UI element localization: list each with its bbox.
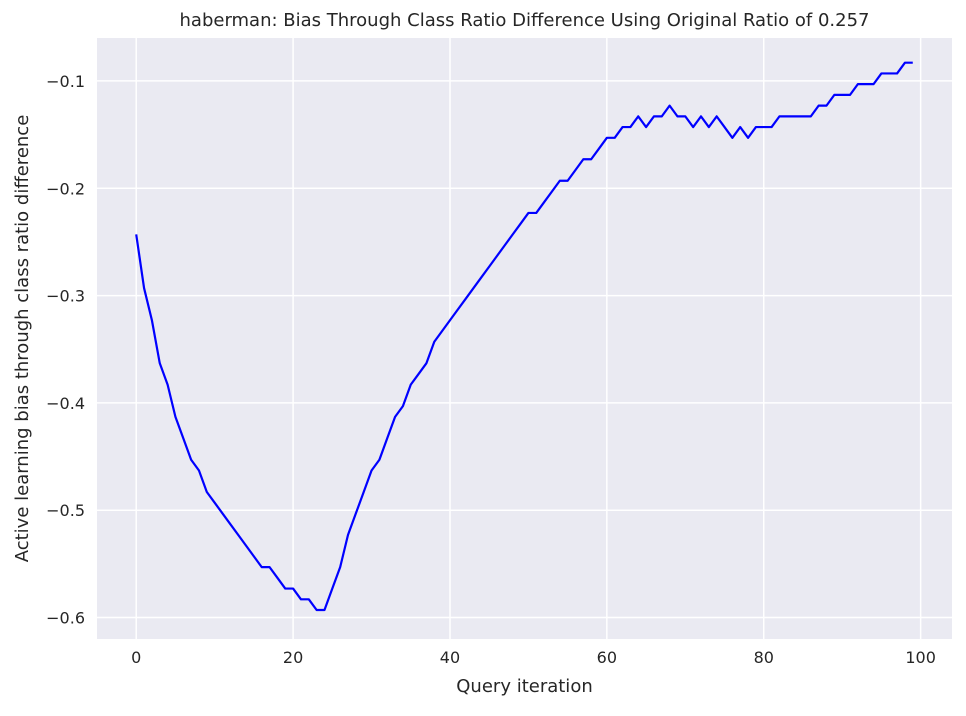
series-line (135, 61, 913, 612)
series-layer (135, 61, 913, 612)
x-tick-label: 100 (905, 648, 936, 667)
y-tick-label: −0.6 (46, 609, 85, 628)
y-axis-ticks: −0.6 −0.5 −0.4 −0.3 −0.2 −0.1 (46, 72, 85, 628)
x-tick-label: 20 (283, 648, 303, 667)
grid (97, 38, 952, 639)
chart-title: haberman: Bias Through Class Ratio Diffe… (180, 10, 870, 31)
y-tick-label: −0.3 (46, 287, 85, 306)
y-tick-label: −0.2 (46, 179, 85, 198)
x-axis-label: Query iteration (456, 676, 592, 697)
y-tick-label: −0.4 (46, 394, 85, 413)
x-tick-label: 0 (131, 648, 141, 667)
x-tick-label: 40 (440, 648, 460, 667)
plot-area (97, 38, 952, 639)
x-tick-label: 80 (754, 648, 774, 667)
y-axis-label: Active learning bias through class ratio… (12, 115, 33, 563)
y-tick-label: −0.1 (46, 72, 85, 91)
x-axis-ticks: 0 20 40 60 80 100 (131, 648, 936, 667)
y-tick-label: −0.5 (46, 501, 85, 520)
x-tick-label: 60 (597, 648, 617, 667)
